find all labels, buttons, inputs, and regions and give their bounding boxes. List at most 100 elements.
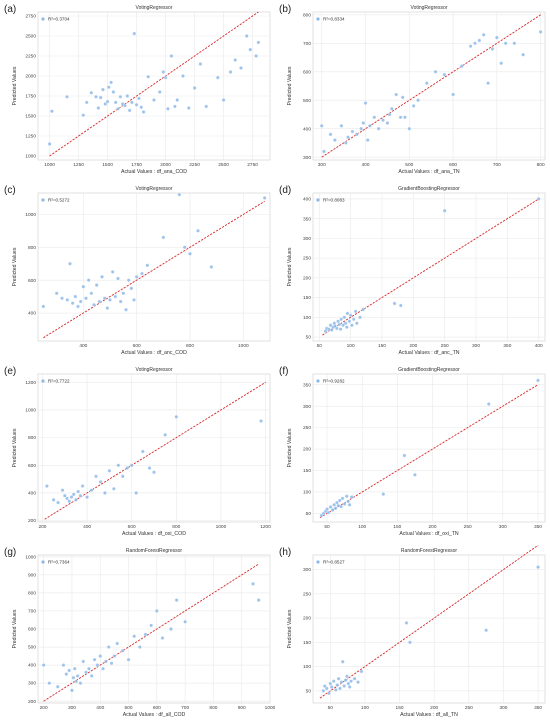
data-point — [334, 688, 338, 692]
data-point — [186, 106, 191, 110]
data-point — [89, 90, 94, 95]
data-point — [442, 208, 447, 213]
data-point — [98, 480, 103, 484]
data-point — [174, 598, 179, 602]
y-tick-label: 100 — [303, 315, 311, 321]
data-point — [76, 489, 81, 494]
data-point — [87, 666, 91, 671]
chart-title: VotingRegressor — [136, 367, 173, 373]
x-axis-label: Actual Values : df_all_COD — [123, 712, 186, 718]
data-point — [256, 598, 261, 602]
data-point — [381, 118, 385, 123]
data-point — [101, 666, 105, 671]
data-point — [67, 499, 72, 504]
data-point — [73, 294, 78, 299]
x-tick-label: 700 — [181, 705, 189, 711]
chart-title: VotingRegressor — [136, 186, 173, 192]
data-point — [341, 323, 345, 328]
data-point — [67, 668, 71, 673]
y-tick-label: 250 — [303, 591, 311, 597]
y-tick-label: 150 — [303, 295, 311, 301]
x-tick-label: 800 — [209, 705, 217, 711]
data-point — [330, 508, 335, 512]
y-tick-label: 200 — [28, 699, 36, 705]
data-point — [339, 123, 344, 128]
data-point — [337, 322, 342, 327]
data-point — [94, 94, 98, 99]
y-tick-label: 350 — [303, 382, 311, 388]
data-point — [50, 109, 54, 114]
x-tick-label: 300 — [472, 343, 480, 349]
x-tick-label: 800 — [172, 524, 180, 530]
data-point — [322, 149, 326, 154]
data-point — [486, 402, 491, 406]
data-point — [328, 132, 333, 137]
x-axis-label: Actual Values : df_anc_TN — [398, 350, 459, 356]
data-point — [146, 74, 151, 79]
data-point — [400, 95, 405, 100]
data-point — [72, 666, 77, 671]
data-point — [354, 132, 359, 137]
plot-area — [312, 11, 546, 161]
x-tick-label: 50 — [317, 343, 323, 349]
data-point — [394, 92, 399, 97]
data-point — [147, 466, 152, 470]
data-point — [181, 74, 185, 78]
data-point — [221, 98, 226, 102]
data-point — [484, 628, 488, 633]
y-tick-label: 700 — [303, 41, 311, 47]
data-point — [442, 72, 447, 77]
x-tick-label: 500 — [405, 162, 413, 168]
y-tick-label: 800 — [28, 591, 36, 597]
legend-label: R²=0.8334 — [323, 17, 345, 22]
data-point — [62, 493, 67, 498]
data-point — [161, 70, 166, 74]
x-axis-label: Actual Values : df_oxi_TN — [399, 531, 459, 537]
data-point — [134, 491, 139, 495]
data-point — [110, 270, 115, 274]
data-point — [486, 81, 490, 86]
data-point — [74, 679, 79, 684]
x-tick-label: 1000 — [238, 343, 249, 349]
data-point — [111, 486, 116, 491]
data-point — [385, 121, 390, 125]
data-point — [336, 319, 340, 324]
panel-b: 300 400 500 600 700 800 300 400 500 600 700 800 R²=0… — [279, 4, 546, 175]
plot-area — [37, 192, 271, 342]
data-point — [398, 115, 403, 120]
data-point — [259, 419, 263, 423]
x-tick-label: 1250 — [73, 162, 84, 168]
data-point — [137, 96, 141, 101]
panel-label: (f) — [279, 366, 288, 377]
data-point — [325, 686, 329, 691]
data-point — [346, 499, 351, 504]
y-tick-label: 800 — [28, 245, 36, 251]
data-point — [503, 41, 508, 46]
data-point — [130, 100, 134, 105]
panel-label: (c) — [4, 185, 16, 196]
data-point — [361, 121, 366, 125]
legend-label: R²=0.7364 — [48, 560, 70, 565]
data-point — [124, 307, 128, 312]
data-point — [204, 104, 209, 109]
data-point — [473, 41, 477, 46]
y-tick-label: 2000 — [25, 74, 36, 80]
data-point — [536, 565, 540, 569]
data-point — [387, 112, 392, 117]
y-tick-label: 100 — [303, 664, 311, 670]
data-point — [60, 296, 64, 301]
x-axis-label: Actual Values : df_all_TN — [400, 712, 458, 718]
data-point — [140, 271, 144, 276]
x-tick-label: 2000 — [160, 162, 171, 168]
data-point — [358, 315, 362, 320]
x-tick-label: 800 — [537, 162, 545, 168]
data-point — [160, 636, 165, 640]
data-point — [97, 299, 102, 304]
data-point — [413, 472, 417, 477]
data-point — [343, 141, 348, 145]
data-point — [182, 245, 187, 250]
data-point — [321, 689, 326, 693]
data-point — [141, 110, 146, 114]
data-point — [126, 657, 131, 662]
x-tick-label: 50 — [328, 705, 334, 711]
